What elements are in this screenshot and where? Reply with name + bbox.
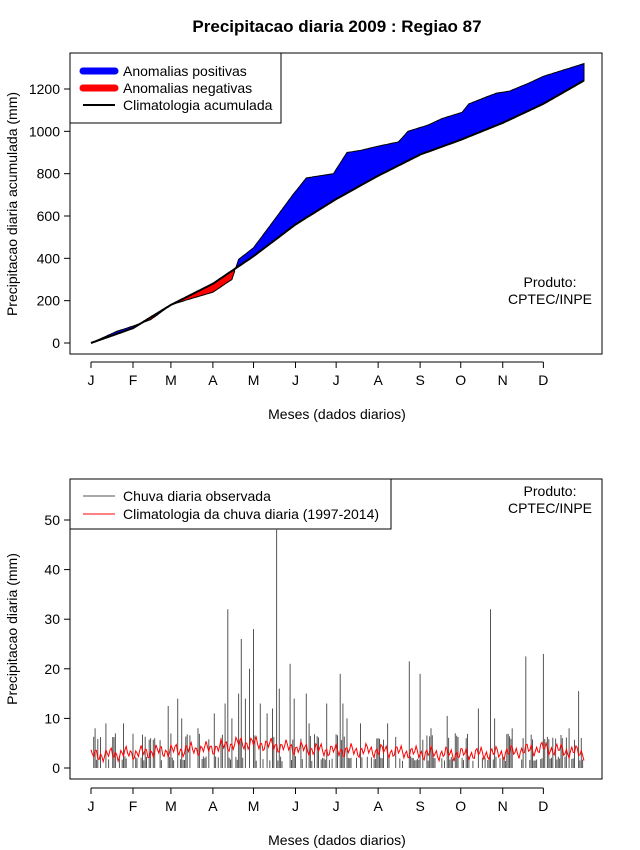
cumulative-x-label: Meses (dados diarios) bbox=[268, 406, 406, 422]
cumulative-panel: 0 200 400 600 800 1000 1200 J F M A M J J A S O N D Meses… bbox=[4, 52, 603, 422]
y-tick-label: 200 bbox=[37, 293, 61, 309]
product-note-line2: CPTEC/INPE bbox=[508, 500, 592, 516]
climatology-cumulative-line bbox=[90, 79, 585, 344]
y-tick-label: 400 bbox=[37, 250, 61, 266]
x-tick-label: N bbox=[498, 798, 508, 814]
x-tick-label: M bbox=[248, 372, 260, 388]
x-tick-label: J bbox=[88, 372, 95, 388]
cumulative-y-label: Precipitacao diaria acumulada (mm) bbox=[4, 92, 20, 316]
x-tick-label: M bbox=[165, 798, 177, 814]
daily-y-label: Precipitacao diaria (mm) bbox=[4, 553, 20, 705]
cumulative-y-axis: 0 200 400 600 800 1000 1200 bbox=[29, 81, 71, 351]
x-tick-label: M bbox=[165, 372, 177, 388]
daily-panel: 0 10 20 30 40 50 J F M A M J J A S O N D Meses (dados di… bbox=[4, 478, 603, 848]
y-tick-label: 20 bbox=[44, 661, 60, 677]
x-tick-label: A bbox=[208, 372, 218, 388]
x-tick-label: J bbox=[333, 372, 340, 388]
x-tick-label: J bbox=[333, 798, 340, 814]
chart-title: Precipitacao diaria 2009 : Regiao 87 bbox=[192, 17, 481, 36]
y-tick-label: 30 bbox=[44, 611, 60, 627]
legend-observed: Chuva diaria observada bbox=[123, 488, 271, 504]
x-tick-label: J bbox=[88, 798, 95, 814]
legend-negative: Anomalias negativas bbox=[123, 80, 252, 96]
x-tick-label: A bbox=[208, 798, 218, 814]
x-tick-label: M bbox=[248, 798, 260, 814]
climatology-daily-line bbox=[90, 735, 585, 764]
x-tick-label: D bbox=[538, 372, 548, 388]
legend-positive: Anomalias positivas bbox=[123, 63, 247, 79]
daily-legend: Chuva diaria observada Climatologia da c… bbox=[69, 478, 392, 530]
legend-climatology: Climatologia acumulada bbox=[123, 97, 273, 113]
x-tick-label: J bbox=[292, 372, 299, 388]
x-tick-label: D bbox=[538, 798, 548, 814]
observed-rain-bars bbox=[93, 529, 584, 768]
y-tick-label: 50 bbox=[44, 512, 60, 528]
x-tick-label: F bbox=[129, 798, 138, 814]
y-tick-label: 1000 bbox=[29, 123, 60, 139]
y-tick-label: 600 bbox=[37, 208, 61, 224]
daily-y-axis: 0 10 20 30 40 50 bbox=[44, 512, 71, 776]
product-note-line2: CPTEC/INPE bbox=[508, 291, 592, 307]
x-tick-label: J bbox=[292, 798, 299, 814]
x-tick-label: O bbox=[455, 372, 466, 388]
x-tick-label: S bbox=[415, 372, 424, 388]
x-tick-label: S bbox=[415, 798, 424, 814]
legend-box bbox=[69, 478, 392, 530]
y-tick-label: 40 bbox=[44, 562, 60, 578]
daily-x-label: Meses (dados diarios) bbox=[268, 832, 406, 848]
x-tick-label: A bbox=[373, 798, 383, 814]
cumulative-legend: Anomalias positivas Anomalias negativas … bbox=[69, 52, 282, 124]
legend-climatology-daily: Climatologia da chuva diaria (1997-2014) bbox=[123, 506, 379, 522]
x-tick-label: N bbox=[498, 372, 508, 388]
y-tick-label: 800 bbox=[37, 166, 61, 182]
product-note-line1: Produto: bbox=[524, 483, 577, 499]
y-tick-label: 0 bbox=[52, 760, 60, 776]
y-tick-label: 1200 bbox=[29, 81, 60, 97]
x-tick-label: O bbox=[455, 798, 466, 814]
x-tick-label: A bbox=[373, 372, 383, 388]
y-tick-label: 10 bbox=[44, 710, 60, 726]
y-tick-label: 0 bbox=[52, 335, 60, 351]
product-note-line1: Produto: bbox=[524, 274, 577, 290]
x-tick-label: F bbox=[129, 372, 138, 388]
